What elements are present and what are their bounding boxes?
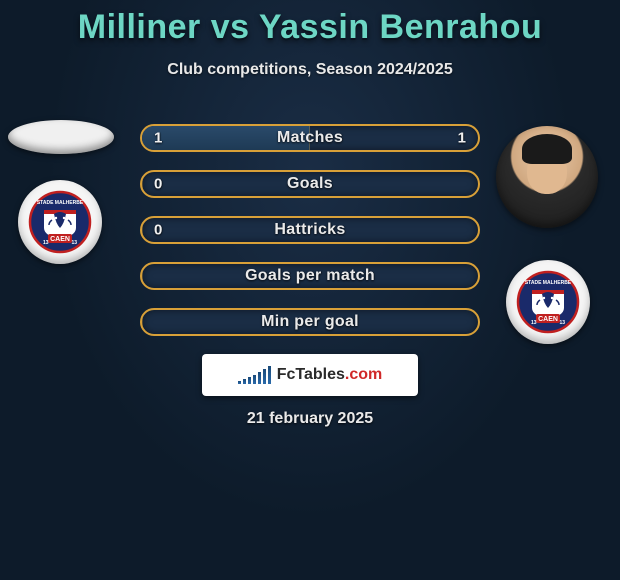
svg-text:13: 13 [531,320,537,326]
watermark-bars-icon [238,366,271,384]
stat-row: 0Hattricks [140,216,480,244]
svg-text:CAEN: CAEN [538,316,558,323]
svg-text:STADE MALHERBE: STADE MALHERBE [525,280,572,286]
stat-right-value: 1 [458,130,466,147]
stat-label: Goals per match [142,267,478,285]
stat-row: 0Goals [140,170,480,198]
stat-row: Min per goal [140,308,480,336]
svg-text:13: 13 [43,240,49,246]
svg-text:13: 13 [71,240,77,246]
stat-label: Matches [142,129,478,147]
player-right-avatar [496,126,598,228]
subtitle: Club competitions, Season 2024/2025 [0,61,620,79]
stat-label: Hattricks [142,221,478,239]
stats-container: 1Matches1 0Goals 0Hattricks Goals per match… [140,124,480,354]
stat-label: Goals [142,175,478,193]
page-title: Milliner vs Yassin Benrahou [0,0,620,47]
watermark: FcTables.com [202,354,418,396]
player-left-club-badge: STADE MALHERBE CAEN 13 13 [18,180,102,264]
caen-badge-icon: STADE MALHERBE CAEN 13 13 [28,190,92,254]
caen-badge-icon: STADE MALHERBE CAEN 13 13 [516,270,580,334]
badge-top-text: STADE MALHERBE [37,200,84,206]
badge-bottom-text: CAEN [50,236,70,243]
player-left-avatar [8,120,114,154]
stat-row: 1Matches1 [140,124,480,152]
stat-label: Min per goal [142,313,478,331]
watermark-text: FcTables.com [277,366,383,384]
svg-text:13: 13 [559,320,565,326]
date-text: 21 february 2025 [0,410,620,428]
player-right-club-badge: STADE MALHERBE CAEN 13 13 [506,260,590,344]
stat-row: Goals per match [140,262,480,290]
